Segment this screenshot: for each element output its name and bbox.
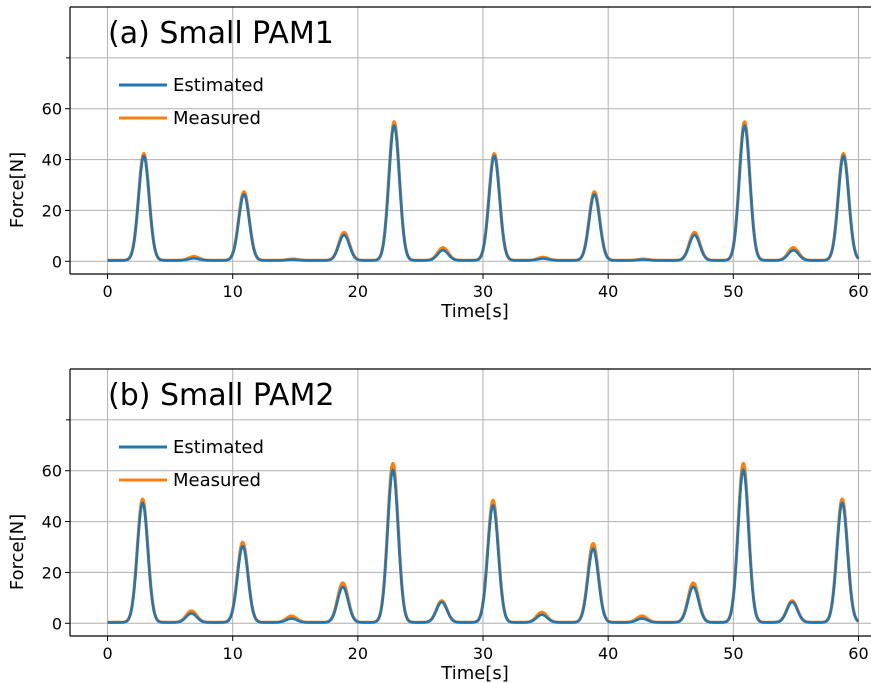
x-tick-label: 30 xyxy=(473,644,493,663)
x-tick-label: 40 xyxy=(598,644,618,663)
x-axis-label: Time[s] xyxy=(440,663,508,683)
y-tick-label: 20 xyxy=(42,201,62,220)
legend-label-estimated: Estimated xyxy=(173,437,264,458)
y-tick-label: 20 xyxy=(42,563,62,582)
panel-small-pam2: 0 10 20 30 40 50 60 0 20 40 60 (b) Small PAM2 Time… xyxy=(7,368,871,683)
panel-small-pam1: 0 10 20 30 40 50 60 0 20 40 60 (a) Small PAM1 Time… xyxy=(7,6,871,322)
legend: Estimated Measured xyxy=(119,75,264,129)
x-tick-label: 60 xyxy=(848,282,868,301)
x-tick-label: 0 xyxy=(102,282,112,301)
x-tick-label: 20 xyxy=(348,282,368,301)
series-line-estimated xyxy=(106,124,860,262)
series-line-estimated xyxy=(106,468,860,624)
y-tick-label: 40 xyxy=(42,513,62,532)
x-tick-label: 50 xyxy=(723,644,743,663)
legend-label-measured: Measured xyxy=(173,108,261,129)
x-tick-label: 30 xyxy=(473,282,493,301)
x-tick-label: 60 xyxy=(848,644,868,663)
y-tick-label: 0 xyxy=(52,252,62,271)
legend-label-estimated: Estimated xyxy=(173,75,264,96)
x-axis-label: Time[s] xyxy=(440,301,508,322)
x-tick-label: 20 xyxy=(348,644,368,663)
legend-label-measured: Measured xyxy=(173,470,261,491)
y-axis-label: Force[N] xyxy=(7,514,28,590)
panel-title: (b) Small PAM2 xyxy=(108,378,335,413)
x-tick-label: 0 xyxy=(102,644,112,663)
legend: Estimated Measured xyxy=(119,437,264,491)
y-tick-label: 60 xyxy=(42,462,62,481)
y-axis-label: Force[N] xyxy=(7,152,28,228)
x-tick-label: 10 xyxy=(223,644,243,663)
y-tick-label: 0 xyxy=(52,614,62,633)
panel-title: (a) Small PAM1 xyxy=(108,16,334,51)
x-tick-label: 50 xyxy=(723,282,743,301)
x-tick-label: 10 xyxy=(223,282,243,301)
y-tick-label: 60 xyxy=(42,100,62,119)
x-tick-label: 40 xyxy=(598,282,618,301)
plot-area: 0 10 20 30 40 50 60 0 20 40 60 xyxy=(42,368,871,663)
y-tick-label: 40 xyxy=(42,151,62,170)
plot-area: 0 10 20 30 40 50 60 0 20 40 60 xyxy=(42,6,871,301)
